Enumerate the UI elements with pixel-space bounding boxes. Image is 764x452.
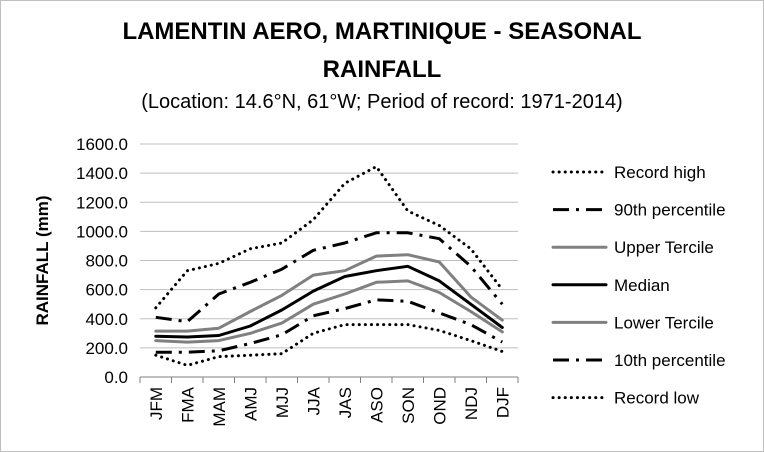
- y-tick-label: 800.0: [85, 252, 128, 271]
- chart-title-line2: RAINFALL: [322, 56, 442, 83]
- x-tick-label: SON: [399, 387, 418, 424]
- x-axis-ticks: JFM FMA MAM AMJ MJJ JJA JAS ASO SON OND NDJ DJF: [139, 377, 519, 427]
- series-lines: [154, 165, 504, 367]
- x-tick-label: MJJ: [273, 387, 292, 418]
- x-tick-label: JAS: [336, 387, 355, 418]
- series-line: [154, 279, 504, 344]
- x-tick-label: AMJ: [241, 387, 260, 421]
- gridlines: [140, 143, 518, 349]
- y-tick-label: 200.0: [85, 339, 128, 358]
- legend-label: 90th percentile: [614, 201, 726, 220]
- series-line: [154, 323, 504, 367]
- series-line: [154, 165, 504, 310]
- y-tick-label: 1600.0: [76, 135, 128, 154]
- series-line: [155, 231, 504, 324]
- x-tick-label: JJA: [304, 386, 323, 415]
- chart-title: LAMENTIN AERO, MARTINIQUE - SEASONAL: [122, 18, 642, 45]
- y-axis-ticks: 0.0 200.0 400.0 600.0 800.0 1000.0 1200.0 1400.…: [76, 135, 128, 387]
- legend-label: Upper Tercile: [614, 238, 714, 257]
- x-tick-label: DJF: [493, 387, 512, 418]
- x-tick-label: OND: [430, 387, 449, 425]
- x-tick-label: MAM: [210, 387, 229, 427]
- x-tick-label: NDJ: [462, 387, 481, 420]
- series-line: [154, 264, 504, 339]
- legend-label: Median: [614, 276, 670, 295]
- legend: Record high 90th percentile Upper Tercile M…: [551, 163, 726, 408]
- series-line: [155, 298, 504, 354]
- y-tick-label: 1400.0: [76, 164, 128, 183]
- legend-label: Record high: [614, 163, 706, 182]
- x-tick-label: FMA: [178, 386, 197, 423]
- legend-label: Lower Tercile: [614, 313, 714, 332]
- y-axis-label: RAINFALL (mm): [33, 195, 52, 325]
- legend-label: Record low: [614, 389, 700, 408]
- y-tick-label: 600.0: [85, 281, 128, 300]
- chart-subtitle: (Location: 14.6°N, 61°W; Period of recor…: [141, 91, 623, 113]
- y-tick-label: 400.0: [85, 310, 128, 329]
- legend-label: 10th percentile: [614, 351, 726, 370]
- y-tick-label: 0.0: [104, 368, 128, 387]
- x-tick-label: ASO: [367, 387, 386, 423]
- y-tick-label: 1200.0: [76, 193, 128, 212]
- y-tick-label: 1000.0: [76, 222, 128, 241]
- x-tick-label: JFM: [147, 387, 166, 420]
- series-line: [154, 253, 504, 333]
